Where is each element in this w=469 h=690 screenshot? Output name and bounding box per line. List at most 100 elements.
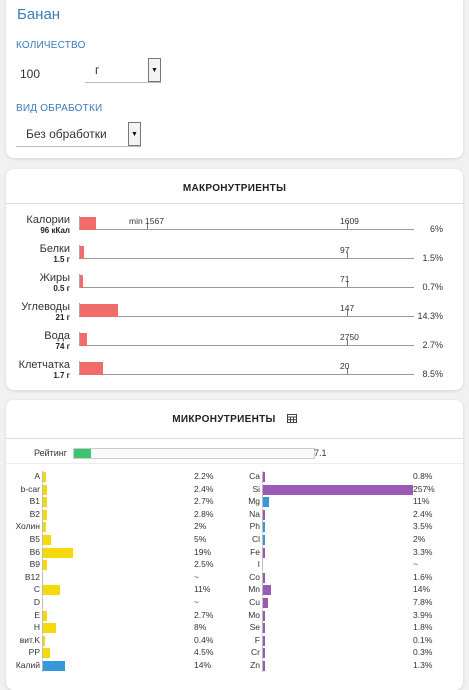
micronutrients-card: МИКРОНУТРИЕНТЫ Рейтинг 7.1 A 2.2% b-car 2.4… [6,400,463,690]
micro-name: Zn [250,660,260,670]
vitamin-row: H 8% [6,622,236,635]
micro-bar [263,522,265,533]
micro-bar [43,484,47,495]
vitamin-row: B1 2.7% [6,496,236,509]
macro-norm-value: 1609 [340,216,359,226]
micro-percent: ~ [194,571,199,582]
unit-select[interactable]: г ▼ [85,58,161,83]
table-grid-icon[interactable] [286,414,297,423]
micro-percent: 4.5% [194,647,214,658]
macro-bar [80,246,84,259]
macro-norm-value: 97 [340,245,350,255]
macro-name: Жиры [39,272,70,284]
macro-amount: 1.5 г [53,255,70,264]
macro-track [79,258,414,259]
mineral-row: Si 257% [226,483,463,496]
macro-name: Клетчатка [18,359,70,371]
micro-percent: 0.1% [413,634,433,645]
vitamin-row: b-car 2.4% [6,483,236,496]
micro-axis [42,534,43,546]
vitamin-row: вит.K 0.4% [6,634,236,647]
dropdown-arrow-icon[interactable]: ▼ [148,58,161,82]
macro-axis [79,361,80,375]
vitamin-row: Калий 14% [6,660,236,672]
mineral-row: Mn 14% [226,584,463,597]
quantity-input[interactable] [20,64,66,84]
macro-axis [79,332,80,346]
macro-track [79,374,414,375]
macro-row: Белки 1.5 г 97 1.5% [6,242,463,270]
macro-axis [79,303,80,317]
micro-axis [42,597,43,609]
micro-name: B6 [29,546,40,557]
macro-percent: 6% [429,224,443,234]
vitamin-row: C 11% [6,584,236,597]
vitamin-row: B6 19% [6,546,236,559]
micro-percent: 1.8% [413,622,433,633]
macro-min-label: min 1567 [129,216,164,226]
micro-percent: 11% [194,584,211,595]
micro-percent: 11% [413,496,430,507]
processing-select[interactable]: Без обработки ▼ [16,122,141,147]
macro-axis [79,245,80,259]
micro-name: C [33,584,40,595]
micro-axis [42,660,43,672]
micro-bar [43,648,50,659]
vitamin-row: PP 4.5% [6,647,236,660]
micro-name: H [33,622,40,633]
micro-name: Mo [248,609,260,620]
micro-percent: 14% [413,584,431,595]
micro-name: E [34,609,40,620]
micro-bar [43,560,47,571]
micro-bar [263,610,265,621]
micro-axis [42,521,43,534]
rating-bar [73,448,315,459]
micro-axis [262,597,263,609]
micro-name: A [34,471,40,481]
macro-track [79,287,414,288]
micro-name: b-car [20,483,40,494]
micro-axis [42,508,43,521]
micro-name: Ph [249,521,260,532]
micro-bar [263,661,265,671]
macro-name: Калории [26,214,70,226]
micro-bar [43,522,46,533]
quantity-label: КОЛИЧЕСТВО [16,40,86,51]
rating-bar-fill [74,449,91,458]
micro-bar [263,572,265,583]
micro-axis [42,546,43,559]
micro-bar [43,623,56,634]
macro-norm-tick [347,339,348,345]
mineral-row: Mg 11% [226,496,463,509]
micro-axis [262,471,263,483]
micro-axis [42,571,43,584]
micro-axis [262,584,263,597]
rating-axis [6,463,463,464]
micro-bar [263,472,265,482]
micro-name: D [33,597,40,607]
macro-name: Белки [39,243,70,255]
macro-bar [80,333,87,346]
macro-divider [6,203,463,204]
micro-axis [262,546,263,559]
micro-bar [263,648,265,659]
micro-name: Se [249,622,260,633]
micro-name: Mg [248,496,260,507]
unit-select-value: г [95,63,100,77]
micro-bar [263,484,413,495]
processing-label: ВИД ОБРАБОТКИ [16,103,103,114]
micro-axis [262,534,263,546]
micro-axis [262,496,263,509]
micro-bar [43,497,47,508]
macro-row: Углеводы 21 г 147 14.3% [6,300,463,328]
micro-bar [43,635,45,646]
dropdown-arrow-icon[interactable]: ▼ [128,122,141,146]
micro-name: Si [252,483,260,494]
micro-axis [262,660,263,672]
micro-bar [43,509,47,520]
macronutrients-card: МАКРОНУТРИЕНТЫ Калории 96 кКал 1609 6% min 1… [6,169,463,390]
macro-norm-tick [347,223,348,229]
macro-bar [80,275,83,288]
micro-name: B9 [29,559,40,570]
micro-percent: 2.7% [194,496,214,507]
